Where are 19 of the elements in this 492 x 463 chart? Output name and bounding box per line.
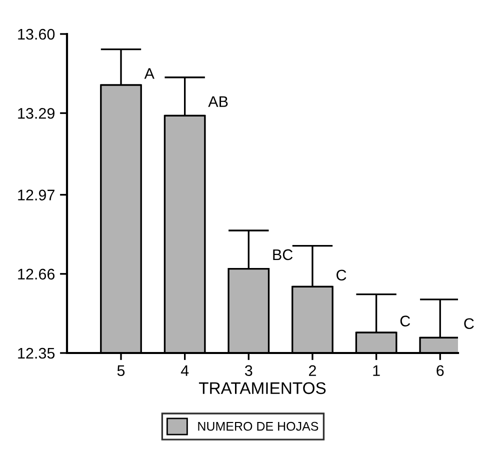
legend-label: NUMERO DE HOJAS <box>198 422 318 431</box>
x-tick-label: 2 <box>308 365 316 376</box>
x-tick-label: 5 <box>117 365 125 376</box>
annotation: C <box>336 270 346 281</box>
x-tick-label: 4 <box>180 365 189 376</box>
x-tick-label: 3 <box>244 365 252 376</box>
x-tick-label: 1 <box>373 365 380 376</box>
x-axis-title: TRATAMIENTOS <box>198 382 326 394</box>
annotation: BC <box>273 249 293 260</box>
y-tick-label: 12.97 <box>18 190 54 200</box>
y-tick-label: 13.29 <box>18 108 54 119</box>
y-tick-label: 12.66 <box>18 268 55 280</box>
y-tick-label: 12.35 <box>18 348 55 359</box>
annotation: A <box>144 68 154 79</box>
annotation: C <box>400 316 410 326</box>
annotation: AB <box>208 96 228 107</box>
y-tick-label: 13.60 <box>18 28 55 40</box>
x-tick-label: 6 <box>436 365 444 376</box>
annotation: C <box>464 318 474 330</box>
